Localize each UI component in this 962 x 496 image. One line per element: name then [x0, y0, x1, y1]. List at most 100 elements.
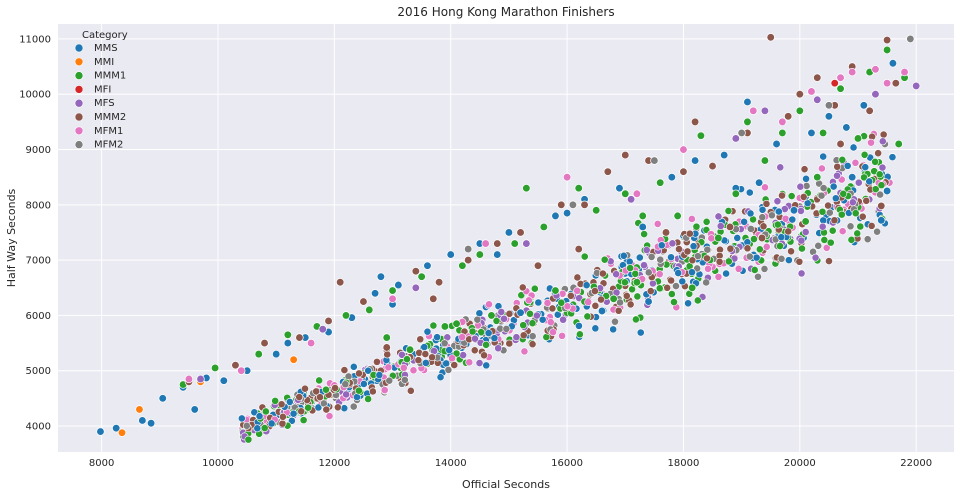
- scatter-point: [833, 162, 842, 171]
- scatter-point: [833, 171, 841, 180]
- scatter-point: [672, 282, 680, 290]
- scatter-point: [312, 387, 321, 396]
- scatter-point: [819, 184, 828, 192]
- scatter-point: [860, 173, 868, 182]
- scatter-point: [557, 298, 566, 307]
- scatter-point: [754, 272, 762, 281]
- scatter-point: [255, 412, 264, 421]
- scatter-point: [683, 247, 692, 256]
- scatter-point-mfm1: [679, 145, 688, 154]
- scatter-point-mms: [720, 150, 729, 160]
- scatter-point: [573, 286, 582, 295]
- scatter-point-mms: [112, 424, 121, 433]
- scatter-point: [788, 215, 797, 224]
- scatter-point: [761, 183, 769, 192]
- scatter-point: [600, 255, 609, 264]
- x-tick-label: 20000: [784, 458, 816, 469]
- scatter-point: [856, 222, 865, 231]
- scatter-point: [423, 327, 432, 336]
- legend-marker-mmm2: [74, 112, 84, 122]
- scatter-point-mfm2: [737, 128, 746, 138]
- scatter-point-mmm1: [440, 322, 450, 331]
- scatter-point: [798, 244, 806, 253]
- scatter-point: [824, 201, 832, 210]
- scatter-point: [702, 217, 711, 226]
- scatter-point-mms: [848, 173, 857, 182]
- scatter-point-mms: [394, 280, 403, 290]
- scatter-point-mmm2: [690, 117, 700, 127]
- scatter-point-mmm1: [609, 294, 618, 303]
- scatter-point: [316, 393, 324, 402]
- legend-marker-mfm1: [74, 126, 84, 136]
- scatter-point-mmm1: [522, 184, 531, 193]
- scatter-point-mmm1: [475, 250, 484, 259]
- scatter-point: [622, 292, 631, 300]
- scatter-point-mmm2: [784, 112, 793, 121]
- x-tick-label: 8000: [89, 458, 114, 469]
- scatter-point-mmm1: [405, 345, 415, 354]
- x-tick-label: 14000: [435, 458, 467, 469]
- scatter-point-mmm2: [679, 167, 688, 176]
- scatter-point-mmm1: [341, 311, 351, 320]
- scatter-point-mms: [615, 184, 624, 193]
- scatter-point-mms: [644, 297, 653, 306]
- scatter-point: [591, 324, 600, 333]
- scatter-point-mmm1: [365, 305, 374, 315]
- scatter-point: [667, 253, 675, 262]
- scatter-point: [888, 153, 897, 162]
- scatter-point: [277, 400, 286, 409]
- scatter-point: [500, 314, 508, 323]
- scatter-point: [871, 157, 879, 166]
- scatter-point: [538, 315, 547, 324]
- scatter-point-mms: [562, 208, 572, 218]
- scatter-point: [559, 315, 567, 324]
- scatter-point: [819, 152, 828, 161]
- scatter-point: [445, 346, 454, 354]
- x-tick-label: 22000: [900, 458, 932, 469]
- scatter-point: [667, 290, 676, 298]
- scatter-point-mmm2: [836, 139, 845, 149]
- x-axis-label: Official Seconds: [462, 478, 550, 491]
- scatter-point: [584, 298, 593, 307]
- scatter-point: [505, 309, 514, 318]
- scatter-point-mmm1: [836, 84, 845, 93]
- scatter-point: [854, 178, 863, 187]
- scatter-point: [548, 304, 557, 313]
- scatter-point: [301, 384, 309, 393]
- scatter-point: [526, 309, 534, 318]
- scatter-point-mmm1: [656, 178, 665, 187]
- y-tick-label: 5000: [26, 366, 51, 377]
- scatter-point-mmm2: [757, 233, 767, 243]
- scatter-point: [354, 386, 363, 395]
- scatter-point: [851, 209, 860, 218]
- scatter-point-mfi: [830, 79, 839, 88]
- legend-label-mfm1: MFM1: [94, 126, 123, 137]
- scatter-point: [760, 265, 769, 273]
- scatter-point: [846, 222, 855, 231]
- scatter-point-mmm2: [429, 294, 438, 303]
- scatter-point: [767, 211, 776, 220]
- scatter-point-mmm1: [813, 173, 822, 182]
- scatter-point-mmm2: [603, 167, 612, 176]
- scatter-point: [642, 246, 651, 254]
- scatter-point-mfs: [522, 239, 531, 248]
- scatter-point-mfs: [318, 325, 327, 334]
- scatter-point: [342, 390, 351, 399]
- scatter-point: [403, 355, 411, 364]
- scatter-point: [647, 252, 656, 261]
- scatter-point-mmm1: [795, 106, 804, 115]
- scatter-point: [861, 163, 870, 172]
- scatter-point: [703, 245, 712, 254]
- scatter-point-mms: [493, 250, 502, 259]
- scatter-point-mms: [807, 128, 816, 138]
- scatter-point-mms: [272, 349, 281, 359]
- scatter-point: [505, 339, 514, 348]
- scatter-point: [860, 150, 869, 159]
- scatter-point-mmm2: [516, 228, 525, 237]
- scatter-point: [436, 373, 445, 382]
- scatter-point: [546, 318, 555, 327]
- scatter-point: [722, 269, 730, 278]
- scatter-point: [534, 298, 543, 307]
- scatter-point: [867, 221, 876, 230]
- scatter-point: [670, 298, 678, 306]
